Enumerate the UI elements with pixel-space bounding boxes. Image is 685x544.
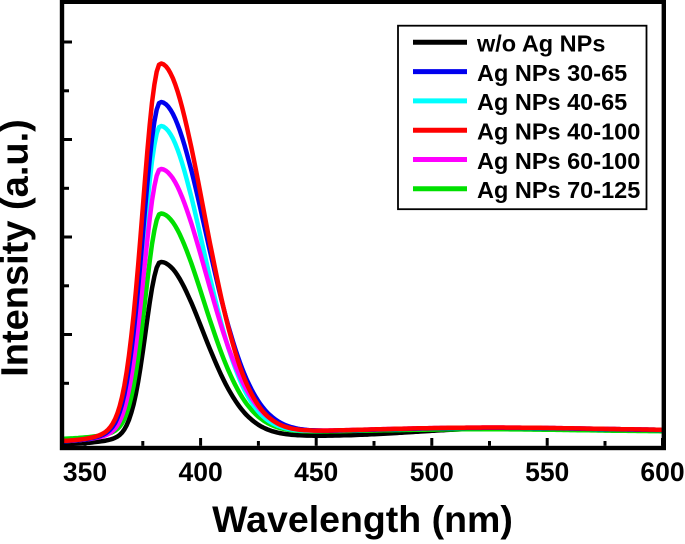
svg-text:w/o Ag NPs: w/o Ag NPs <box>476 31 605 57</box>
svg-text:500: 500 <box>410 457 454 487</box>
svg-text:Ag NPs 40-100: Ag NPs 40-100 <box>477 119 640 145</box>
svg-text:450: 450 <box>294 457 338 487</box>
svg-text:Ag NPs 30-65: Ag NPs 30-65 <box>477 60 627 86</box>
svg-text:Ag NPs 70-125: Ag NPs 70-125 <box>477 177 640 203</box>
svg-text:Ag NPs 40-65: Ag NPs 40-65 <box>477 89 627 115</box>
svg-text:350: 350 <box>63 457 107 487</box>
svg-text:400: 400 <box>178 457 222 487</box>
svg-text:Ag NPs 60-100: Ag NPs 60-100 <box>477 148 640 174</box>
svg-text:550: 550 <box>525 457 569 487</box>
svg-text:Wavelength (nm): Wavelength (nm) <box>212 498 513 540</box>
svg-text:Intensity (a.u.): Intensity (a.u.) <box>0 119 37 377</box>
svg-text:600: 600 <box>640 457 684 487</box>
